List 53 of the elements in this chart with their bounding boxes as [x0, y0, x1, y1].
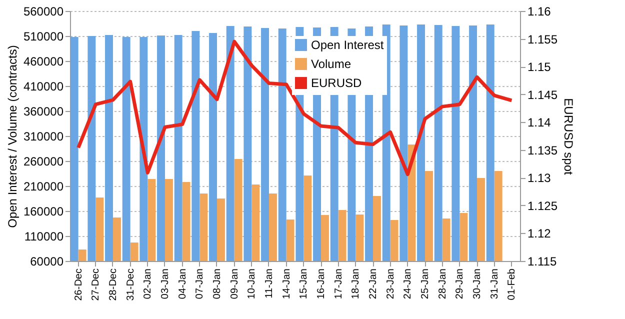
y2-tick-label: 1.145 — [528, 88, 558, 102]
x-tick-label: 29-Jan — [454, 268, 466, 300]
x-tick-label: 04-Jan — [177, 268, 188, 300]
y-tick-label: 160000 — [23, 204, 64, 218]
legend-label: Volume — [311, 57, 352, 71]
y2-axis-title: EURUSD spot — [562, 98, 576, 176]
y2-tick-label: 1.115 — [528, 254, 557, 268]
y-tick-label: 110000 — [24, 230, 64, 244]
x-tick-label: 07-Jan — [194, 268, 206, 300]
y2-tick-label: 1.14 — [528, 116, 552, 130]
x-tick-label: 03-Jan — [160, 268, 171, 300]
x-tick-label: 27-Dec — [90, 268, 102, 301]
legend-label: EURUSD — [311, 76, 362, 90]
x-tick-label: 26-Dec — [73, 268, 84, 301]
x-tick-label: 09-Jan — [229, 268, 240, 300]
y2-tick-label: 1.15 — [528, 60, 552, 74]
y-tick-label: 360000 — [23, 104, 64, 118]
legend-label: Open Interest — [311, 38, 384, 52]
x-tick-label: 22-Jan — [368, 268, 380, 300]
x-tick-label: 11-Jan — [264, 268, 275, 298]
x-tick-label: 24-Jan — [402, 268, 414, 300]
y-tick-label: 410000 — [23, 80, 64, 94]
y-axis-title: Open Interest / Volume (contracts) — [5, 45, 20, 228]
x-tick-label: 10-Jan — [246, 268, 258, 300]
x-tick-label: 25-Jan — [420, 268, 432, 300]
x-tick-label: 30-Jan — [472, 268, 484, 300]
x-tick-label: 17-Jan — [333, 268, 344, 300]
y2-tick-label: 1.155 — [528, 32, 558, 46]
x-tick-label: 14-Jan — [281, 268, 292, 300]
x-tick-label: 02-Jan — [142, 268, 154, 300]
x-tick-label: 31-Dec — [125, 268, 136, 301]
y-tick-label: 310000 — [23, 130, 64, 144]
y-tick-label: 460000 — [23, 54, 64, 68]
y-tick-label: 60000 — [30, 254, 64, 268]
x-tick-label: 18-Jan — [350, 268, 362, 300]
y2-tick-label: 1.13 — [528, 171, 552, 186]
y2-tick-label: 1.135 — [528, 143, 558, 158]
y-tick-label: 510000 — [23, 30, 64, 44]
x-tick-label: 23-Jan — [385, 268, 396, 300]
x-tick-label: 31-Jan — [489, 268, 500, 300]
x-tick-label: 28-Jan — [437, 268, 448, 300]
y2-tick-label: 1.125 — [528, 198, 558, 213]
x-tick-label: 16-Jan — [316, 268, 327, 300]
x-tick-label: 15-Jan — [298, 268, 310, 300]
y2-tick-label: 1.16 — [528, 4, 552, 18]
y2-tick-label: 1.12 — [528, 226, 552, 241]
x-tick-label: 01-Feb — [506, 268, 518, 300]
y-tick-label: 210000 — [23, 180, 64, 194]
x-tick-label: 08-Jan — [212, 268, 223, 300]
y-tick-label: 260000 — [23, 154, 64, 168]
y-tick-label: 560000 — [23, 4, 64, 18]
line-series — [76, 40, 514, 176]
x-tick-label: 28-Dec — [108, 268, 119, 301]
